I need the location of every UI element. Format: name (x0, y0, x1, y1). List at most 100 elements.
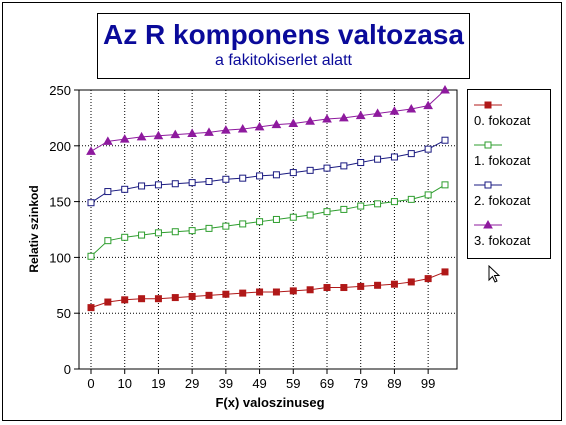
data-point (204, 127, 214, 136)
legend-label: 3. fokozat (474, 233, 531, 248)
legend-label: 2. fokozat (474, 193, 531, 208)
data-point (441, 181, 449, 189)
data-point (188, 227, 196, 235)
data-point (188, 292, 196, 300)
series-2 (87, 136, 449, 207)
chart-subtitle: a fakitokiserlet alatt (215, 52, 352, 69)
data-point (239, 174, 247, 182)
data-point (271, 119, 282, 129)
x-tick-label: 69 (320, 376, 334, 391)
legend: 0. fokozat 1. fokozat 2. fokozat 3. fokozat (467, 89, 551, 259)
series-3 (86, 84, 450, 155)
legend-label: 0. fokozat (474, 113, 531, 128)
data-point (288, 118, 299, 127)
x-tick-label: 49 (252, 376, 266, 391)
data-point (239, 220, 247, 228)
legend-marker (484, 101, 492, 109)
data-point (187, 128, 198, 138)
data-point (171, 228, 179, 236)
x-tick-label: 89 (387, 376, 401, 391)
y-tick-label: 0 (64, 362, 71, 377)
data-point (87, 252, 95, 260)
data-point (104, 188, 112, 196)
series-layer (86, 84, 450, 312)
data-point (272, 215, 280, 223)
data-point (272, 171, 280, 179)
x-tick-label: 0 (87, 376, 94, 391)
data-point (154, 181, 162, 189)
legend-marker (484, 141, 492, 149)
series-1 (87, 181, 449, 260)
x-tick-label: 39 (219, 376, 233, 391)
data-point (423, 100, 434, 110)
chart-frame (2, 2, 562, 421)
data-point (305, 116, 316, 125)
data-point (407, 278, 415, 286)
data-point (289, 213, 297, 221)
data-point (254, 121, 265, 131)
data-point (440, 84, 450, 94)
data-point (323, 284, 331, 292)
data-point (87, 304, 95, 312)
data-point (340, 162, 348, 170)
data-point (306, 286, 314, 294)
chart-title-box: Az R komponens valtozasa a fakitokiserle… (97, 13, 470, 79)
series-line (90, 184, 446, 257)
y-tick-label: 100 (49, 250, 71, 265)
data-point (188, 179, 196, 187)
data-point (104, 237, 112, 245)
data-point (154, 229, 162, 237)
data-point (424, 275, 432, 283)
mouse-cursor-icon (488, 265, 501, 283)
data-point (323, 208, 331, 216)
grid (79, 90, 457, 369)
data-point (340, 284, 348, 292)
y-tick-label: 200 (49, 139, 71, 154)
data-point (205, 291, 213, 299)
data-point (357, 282, 365, 290)
data-point (441, 136, 449, 144)
data-point (256, 218, 264, 226)
legend-label: 1. fokozat (474, 153, 531, 168)
data-point (171, 294, 179, 302)
data-point (322, 114, 332, 123)
data-point (374, 155, 382, 163)
data-point (154, 295, 162, 303)
data-point (121, 296, 129, 304)
data-point (256, 172, 264, 180)
data-point (205, 178, 213, 186)
data-point (374, 200, 382, 208)
data-point (220, 125, 231, 134)
data-point (138, 182, 146, 190)
data-point (136, 131, 147, 141)
data-point (406, 103, 417, 113)
data-point (389, 106, 400, 115)
data-point (289, 169, 297, 177)
series-line (90, 139, 446, 204)
x-tick-label: 10 (117, 376, 131, 391)
data-point (357, 202, 365, 210)
data-point (222, 222, 230, 230)
x-tick-label: 59 (286, 376, 300, 391)
data-point (407, 195, 415, 203)
y-tick-label: 150 (49, 195, 71, 210)
series-line (90, 89, 446, 152)
legend-marker (483, 219, 493, 229)
data-point (338, 112, 349, 122)
data-point (87, 199, 95, 207)
data-point (138, 295, 146, 303)
x-tick-label: 99 (421, 376, 435, 391)
data-point (306, 166, 314, 174)
y-tick-label: 50 (57, 306, 71, 321)
plot-area-border (78, 89, 458, 370)
data-point (374, 281, 382, 289)
data-point (119, 134, 130, 143)
y-axis-label: Relativ szinkod (27, 185, 41, 272)
x-axis-label: F(x) valoszinuseg (215, 395, 324, 410)
data-point (323, 164, 331, 172)
data-point (289, 287, 297, 295)
data-point (390, 153, 398, 161)
x-tick-label: 19 (151, 376, 165, 391)
data-point (372, 108, 383, 117)
